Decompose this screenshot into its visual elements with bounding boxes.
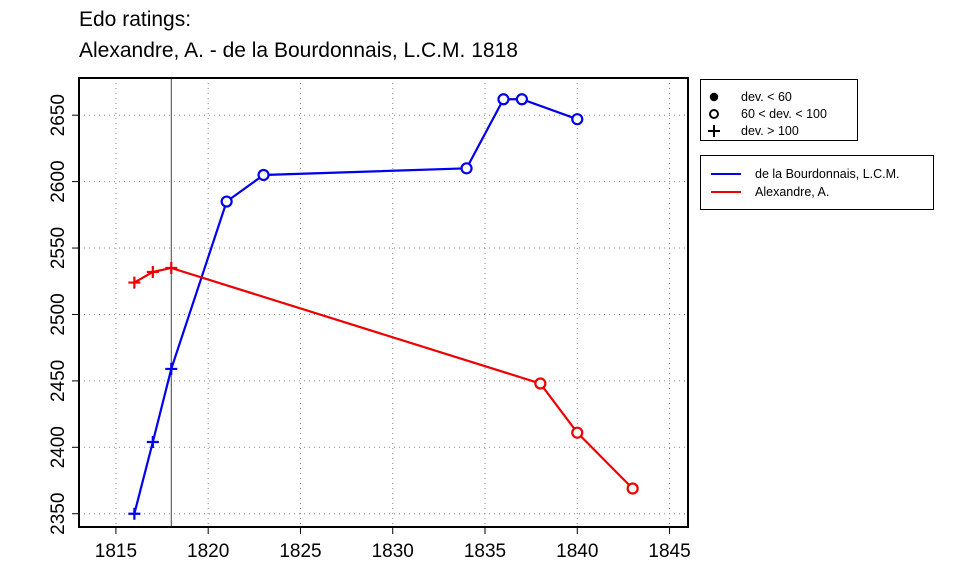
- data-point-plus: [128, 507, 141, 520]
- legend-label: Alexandre, A.: [755, 185, 830, 199]
- x-tick-label: 1815: [95, 541, 137, 562]
- data-point-circle: [626, 482, 639, 495]
- data-point-circle: [220, 195, 233, 208]
- data-point-circle: [460, 162, 473, 175]
- data-point-plus: [165, 362, 178, 375]
- data-point-circle: [571, 113, 584, 126]
- data-point-circle: [534, 377, 547, 390]
- x-tick-label: 1830: [372, 541, 414, 562]
- y-tick-label: 2550: [48, 227, 69, 269]
- y-tick-label: 2500: [48, 293, 69, 335]
- chart-title: Edo ratings:: [79, 8, 192, 31]
- y-tick-label: 2450: [48, 360, 69, 402]
- y-tick-label: 2650: [48, 94, 69, 136]
- series-line-0: [133, 98, 578, 514]
- player-legend: de la Bourdonnais, L.C.M. Alexandre, A.: [700, 155, 934, 210]
- legend-label: 60 < dev. < 100: [741, 107, 827, 121]
- open-circle-icon: [709, 109, 719, 119]
- red-line-swatch: [711, 191, 741, 193]
- plot-frame: [78, 77, 689, 528]
- deviation-legend: dev. < 60 60 < dev. < 100 dev. > 100: [700, 79, 858, 141]
- data-point-circle: [571, 426, 584, 439]
- x-tick-label: 1820: [187, 541, 229, 562]
- x-tick-label: 1845: [648, 541, 690, 562]
- chart-subtitle: Alexandre, A. - de la Bourdonnais, L.C.M…: [79, 39, 518, 62]
- y-tick-label: 2400: [48, 426, 69, 468]
- legend-label: dev. < 60: [741, 90, 792, 104]
- data-point-plus: [128, 276, 141, 289]
- blue-line-swatch: [711, 173, 741, 175]
- x-tick-label: 1835: [464, 541, 506, 562]
- legend-label: de la Bourdonnais, L.C.M.: [755, 167, 900, 181]
- plus-icon: [708, 125, 720, 137]
- legend-label: dev. > 100: [741, 124, 799, 138]
- data-point-circle: [257, 168, 270, 182]
- data-point-plus: [146, 265, 159, 278]
- data-point-circle: [497, 93, 510, 106]
- series-line-1: [133, 266, 634, 490]
- x-tick-label: 1840: [556, 541, 598, 562]
- data-point-plus: [146, 435, 159, 448]
- x-tick-label: 1825: [279, 541, 321, 562]
- y-tick-label: 2600: [48, 160, 69, 202]
- data-point-plus: [165, 261, 178, 274]
- filled-circle-icon: [709, 92, 719, 102]
- data-point-circle: [515, 93, 529, 106]
- y-tick-label: 2350: [48, 493, 69, 535]
